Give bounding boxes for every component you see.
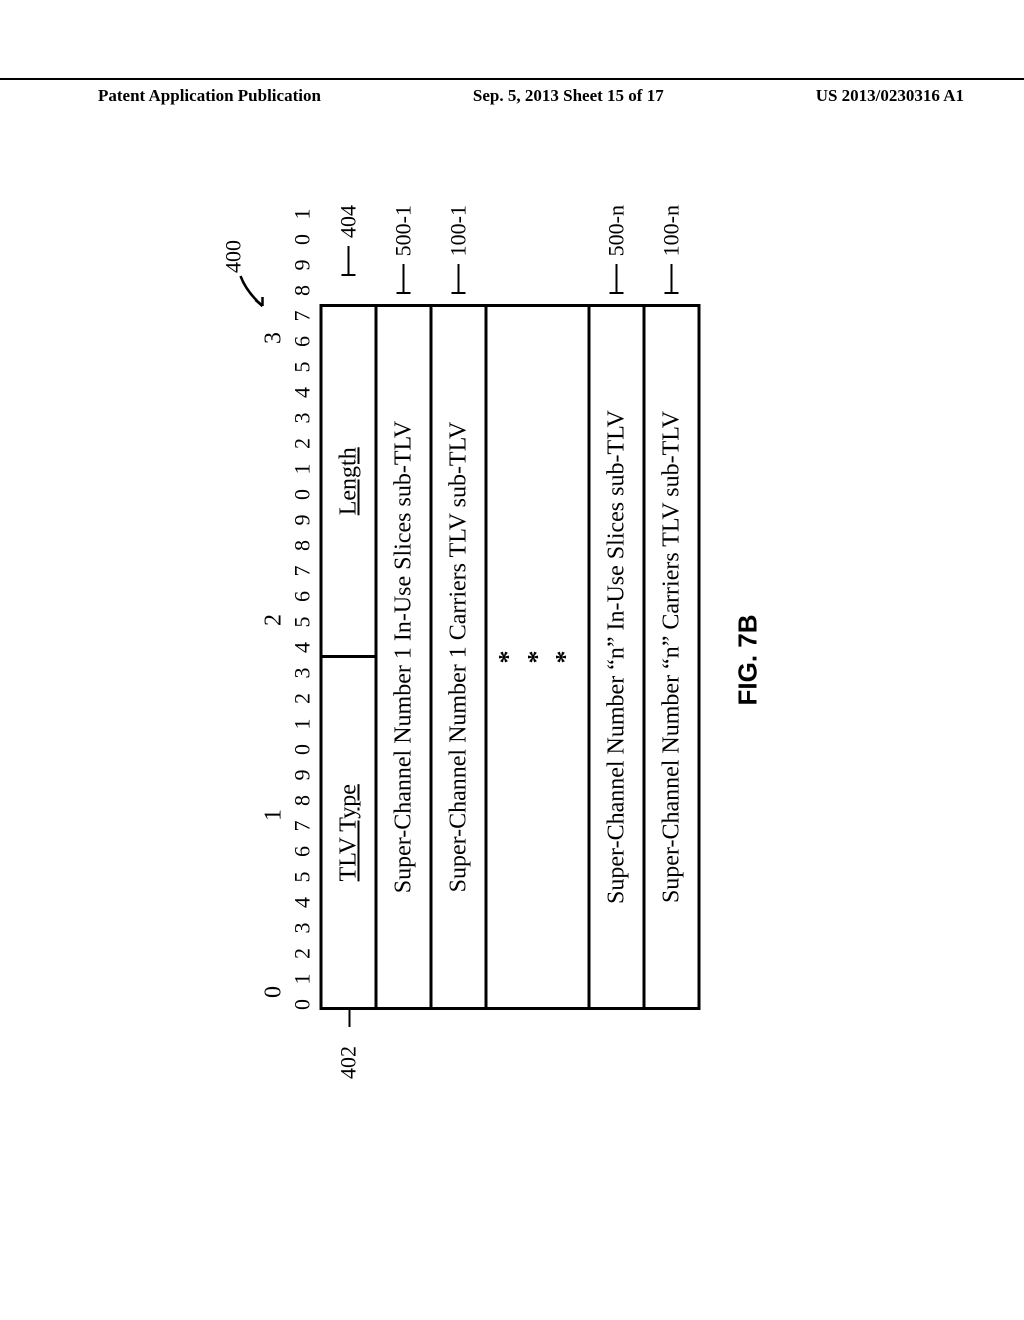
leader-tick-icon (671, 264, 673, 294)
ref-500-n-text: 500-n (604, 205, 630, 256)
ref-404-label: 404 (336, 205, 362, 276)
row-ellipsis: * * * (485, 307, 588, 1007)
tlv-table: 402 TLV Type Length 404 Super-Channel Nu… (320, 304, 701, 1010)
ellipsis-star-1: * (495, 651, 524, 664)
leader-tick-icon (403, 264, 405, 294)
ref-500-1-label: 500-1 (391, 205, 417, 294)
bit-group-3: 3 (261, 320, 288, 479)
ref-500-1-text: 500-1 (391, 205, 417, 256)
ellipsis-star-2: * (523, 651, 552, 664)
ellipsis-star-3: * (552, 651, 581, 664)
row-sc1-inuse-text: Super-Channel Number 1 In-Use Slices sub… (390, 421, 417, 894)
header-right: US 2013/0230316 A1 (816, 86, 964, 106)
header-left: Patent Application Publication (98, 86, 321, 106)
ref-100-n-label: 100-n (659, 205, 685, 294)
tlv-diagram: 400 0 1 2 3 0 1 2 3 4 5 6 7 8 9 0 1 2 3 … (261, 310, 764, 1010)
tlv-type-text: TLV Type (335, 784, 362, 881)
ref-arrow-icon (239, 272, 269, 312)
leader-402 (349, 1007, 351, 1027)
leader-tick-icon (348, 246, 350, 276)
ref-100-1-label: 100-1 (446, 205, 472, 294)
tlv-length-cell: Length (323, 307, 375, 656)
header-center: Sep. 5, 2013 Sheet 15 of 17 (473, 86, 664, 106)
leader-tick-icon (458, 264, 460, 294)
row-sc1-inuse: Super-Channel Number 1 In-Use Slices sub… (375, 307, 430, 1007)
bit-group-2: 2 (261, 479, 288, 674)
ref-402-label: 402 (336, 1046, 362, 1079)
tlv-header-row: 402 TLV Type Length 404 (323, 307, 375, 1007)
bit-group-header: 0 1 2 3 (261, 310, 290, 1010)
bit-group-0: 0 (261, 851, 288, 1000)
page-header: Patent Application Publication Sep. 5, 2… (0, 78, 1024, 106)
row-sc1-carriers-text: Super-Channel Number 1 Carriers TLV sub-… (445, 422, 472, 893)
ref-400-label: 400 (221, 240, 247, 273)
diagram-rotated-container: 400 0 1 2 3 0 1 2 3 4 5 6 7 8 9 0 1 2 3 … (261, 310, 764, 1010)
ref-100-1-text: 100-1 (446, 205, 472, 256)
ref-400-text: 400 (221, 240, 246, 273)
ref-500-n-label: 500-n (604, 205, 630, 294)
leader-tick-icon (616, 264, 618, 294)
tlv-type-cell: TLV Type (323, 656, 375, 1008)
row-scn-carriers: Super-Channel Number “n” Carriers TLV su… (643, 307, 698, 1007)
row-scn-inuse: Super-Channel Number “n” In-Use Slices s… (588, 307, 643, 1007)
row-scn-carriers-text: Super-Channel Number “n” Carriers TLV su… (658, 411, 685, 903)
bit-scale-ruler: 0 1 2 3 4 5 6 7 8 9 0 1 2 3 4 5 6 7 8 9 … (290, 310, 320, 1010)
ref-404-text: 404 (336, 205, 362, 238)
row-sc1-carriers: Super-Channel Number 1 Carriers TLV sub-… (430, 307, 485, 1007)
tlv-length-text: Length (335, 447, 362, 515)
bit-group-1: 1 (261, 674, 288, 851)
row-scn-inuse-text: Super-Channel Number “n” In-Use Slices s… (603, 410, 630, 904)
figure-caption: FIG. 7B (733, 310, 764, 1010)
patent-page: Patent Application Publication Sep. 5, 2… (0, 0, 1024, 1320)
ref-100-n-text: 100-n (659, 205, 685, 256)
